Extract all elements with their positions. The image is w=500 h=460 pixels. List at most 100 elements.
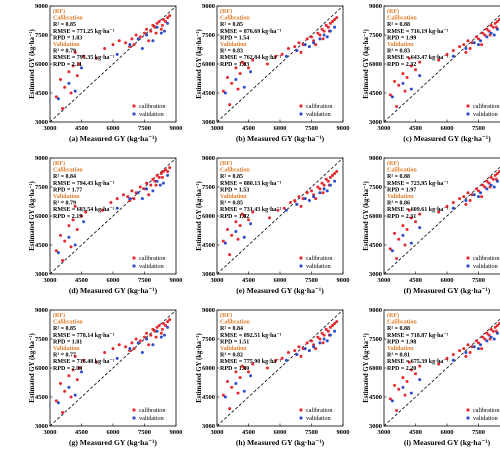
calibration-point [301, 347, 305, 351]
calibration-point [480, 347, 484, 351]
calibration-point [470, 345, 474, 349]
x-tick-label: 6000 [441, 429, 454, 436]
calibration-point [238, 376, 242, 380]
scatter-panel-7: 3000 4500 6000 7500 9000 3000 4500 6000 7500 9000… [196, 307, 350, 447]
y-tick-label: 4500 [35, 242, 48, 249]
validation-point [140, 47, 144, 51]
calibration-point [221, 239, 225, 243]
legend-validation-marker [466, 112, 470, 116]
calibration-heading: Calibration [220, 16, 250, 22]
calibration-point [54, 399, 58, 403]
y-tick-label: 3000 [369, 423, 382, 430]
validation-point [128, 197, 132, 201]
calibration-point [54, 95, 58, 99]
validation-r2: R² = 0.83 [387, 49, 410, 55]
calibration-point [293, 199, 297, 203]
calibration-point [316, 185, 320, 189]
series-calibration [388, 170, 500, 261]
y-axis-label: Estimated GY (kg·ha⁻¹) [196, 181, 203, 251]
calibration-point [397, 387, 401, 391]
calibration-point [251, 362, 255, 366]
validation-point [140, 197, 144, 201]
legend-calibration-label: calibration [306, 103, 332, 110]
panel-caption: (b) Measured GY (kg·ha⁻¹) [236, 134, 325, 143]
calibration-rpd: RPD = 1.51 [220, 339, 249, 345]
y-tick-label: 9000 [35, 307, 48, 314]
one-to-one-line [383, 14, 500, 123]
calibration-point [147, 343, 151, 347]
calibration-point [145, 331, 149, 335]
validation-point [166, 325, 170, 329]
calibration-point [286, 47, 290, 51]
calibration-heading: Calibration [220, 320, 250, 326]
calibration-point [153, 329, 157, 333]
validation-point [477, 43, 480, 47]
legend-validation-marker [299, 416, 303, 420]
calibration-point [154, 183, 158, 187]
calibration-point [483, 185, 487, 189]
calibration-point [401, 376, 405, 380]
x-tick-label: 4500 [242, 277, 255, 284]
validation-point [307, 199, 311, 203]
validation-point [303, 197, 307, 201]
calibration-point [166, 320, 170, 324]
calibration-point [154, 31, 158, 35]
validation-point [56, 251, 60, 255]
calibration-point [470, 41, 474, 45]
calibration-point [153, 179, 157, 183]
legend-validation-marker [132, 112, 136, 116]
calibration-point [134, 337, 138, 341]
calibration-rmse: RMSE = 778.14 kg·ha⁻¹ [53, 333, 115, 339]
y-tick-label: 7500 [369, 336, 382, 343]
one-to-one-line [383, 166, 500, 275]
series-validation [56, 21, 170, 101]
validation-point [489, 31, 493, 35]
calibration-point [149, 333, 153, 337]
series-validation [390, 27, 499, 99]
model-label: (RF) [53, 160, 65, 167]
validation-heading: Validation [53, 42, 80, 48]
calibration-point [103, 351, 107, 355]
calibration-point [480, 43, 484, 47]
series-validation [56, 173, 170, 255]
x-tick-label: 9000 [337, 277, 350, 284]
calibration-point [109, 200, 113, 204]
y-tick-label: 3000 [35, 119, 48, 126]
calibration-point [418, 60, 422, 64]
calibration-point [124, 41, 128, 45]
calibration-point [388, 397, 392, 401]
calibration-heading: Calibration [387, 168, 417, 174]
x-tick-label: 3000 [44, 429, 57, 436]
calibration-rpd: RPD = 1.54 [220, 35, 249, 41]
x-tick-label: 7500 [305, 125, 318, 132]
legend-calibration-marker [466, 408, 470, 412]
validation-point [328, 333, 332, 337]
series-calibration [54, 166, 172, 262]
validation-rpd: RPD = 2.31 [387, 214, 416, 220]
calibration-point [321, 341, 325, 345]
calibration-point [124, 345, 128, 349]
calibration-point [122, 193, 125, 197]
calibration-point [130, 341, 134, 345]
calibration-point [251, 58, 255, 62]
calibration-point [301, 197, 305, 201]
calibration-heading: Calibration [387, 16, 417, 22]
validation-rmse: RMSE = 795.35 kg·ha⁻¹ [53, 55, 115, 61]
legend-validation-label: validation [139, 111, 164, 118]
calibration-point [82, 54, 86, 58]
calibration-point [495, 19, 499, 23]
calibration-point [80, 214, 83, 218]
validation-point [155, 25, 159, 29]
calibration-point [464, 354, 468, 358]
legend-validation-marker [299, 264, 303, 268]
calibration-point [310, 339, 313, 343]
validation-point [242, 389, 246, 393]
calibration-point [299, 354, 303, 358]
validation-heading: Validation [53, 194, 80, 200]
calibration-point [474, 35, 478, 39]
calibration-point [451, 48, 455, 52]
calibration-point [159, 171, 163, 175]
y-tick-label: 7500 [202, 32, 215, 39]
validation-point [303, 43, 307, 47]
validation-point [418, 378, 422, 382]
